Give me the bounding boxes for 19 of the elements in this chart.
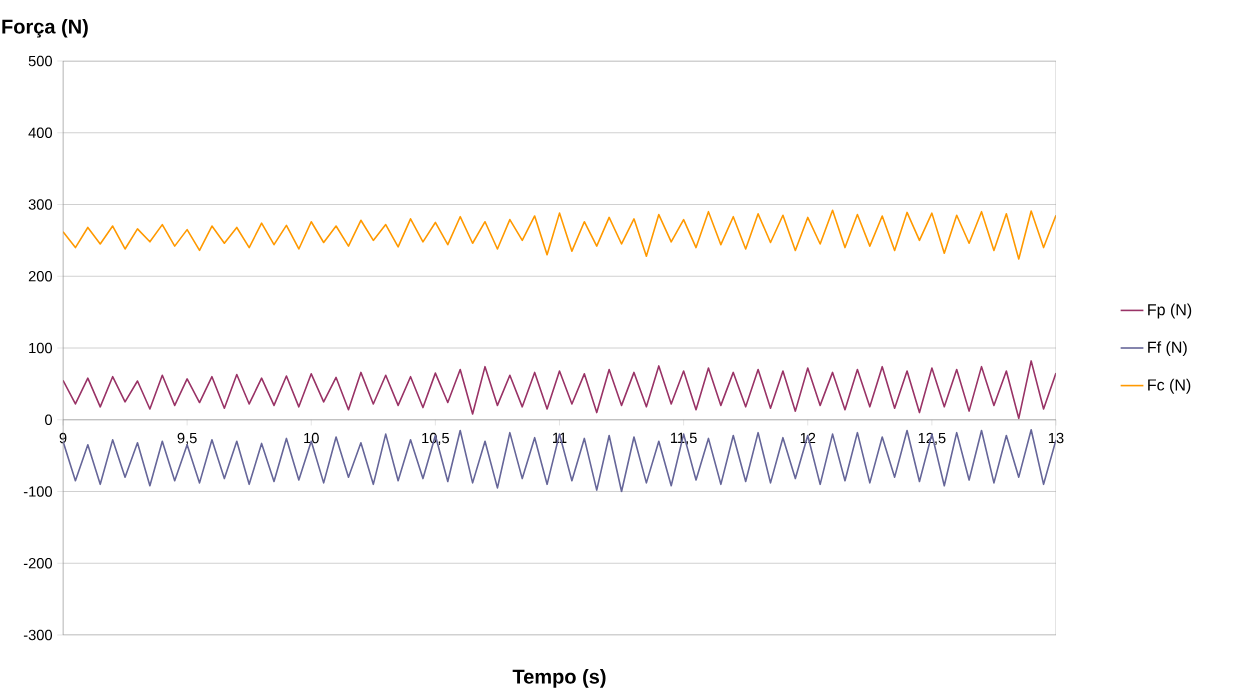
legend-label: Fc (N): [1148, 378, 1191, 394]
y-tick-label: 0: [45, 414, 53, 425]
y-tick-label: -300: [23, 629, 53, 641]
y-tick-label: -100: [23, 486, 53, 497]
x-axis-title: Tempo (s): [512, 669, 606, 688]
y-tick-label: 500: [28, 55, 53, 67]
y-tick-label: 300: [28, 199, 53, 210]
y-tick-label: 400: [28, 127, 53, 138]
x-tick-label: 10: [304, 432, 319, 444]
legend-label: Fp (N): [1148, 303, 1192, 319]
x-tick-label: 9: [59, 432, 67, 444]
y-tick-label: 200: [28, 271, 53, 282]
x-tick-label: 13: [1048, 432, 1064, 444]
line-series: [63, 209, 1056, 260]
y-tick-label: -200: [23, 558, 53, 569]
x-tick-label: 9,5: [177, 432, 197, 445]
y-tick-label: 100: [29, 342, 53, 354]
y-axis-title: Força (N): [2, 18, 88, 38]
legend-label: Ff (N): [1148, 341, 1187, 357]
